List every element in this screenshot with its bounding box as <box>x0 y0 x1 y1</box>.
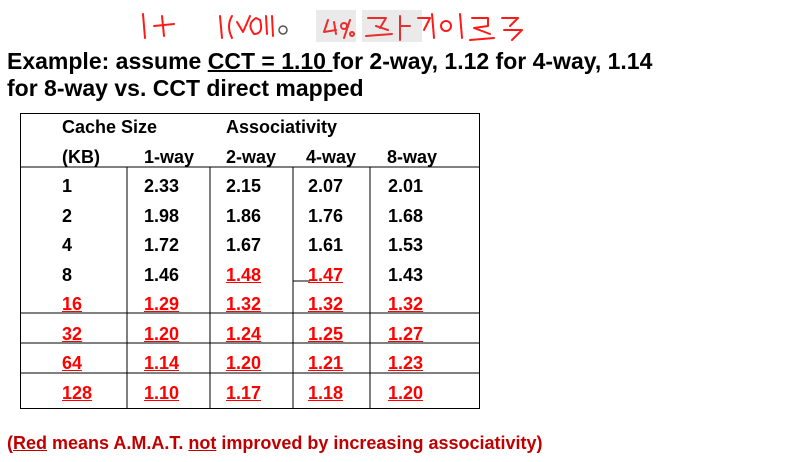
footnote-red-word: Red <box>13 433 48 453</box>
title-line2: for 8-way vs. CCT direct mapped <box>7 75 364 101</box>
amat-table <box>20 113 480 409</box>
table-cell-cache-size: 64 <box>62 353 83 373</box>
footnote-not-word: not <box>188 433 217 453</box>
table-cell-amat: 1.67 <box>226 235 262 255</box>
footnote: (Red means A.M.A.T. not improved by incr… <box>7 432 543 454</box>
table-cell-cache-size: 32 <box>62 323 83 344</box>
handwritten-annotation <box>142 10 523 42</box>
header-kb: (KB) <box>62 147 100 167</box>
header-cache-size: Cache Size <box>62 117 158 137</box>
table-cell-cache-size: 4 <box>62 235 73 255</box>
table-cell-amat: 1.24 <box>226 323 262 344</box>
table-cell-amat: 1.17 <box>226 382 262 403</box>
table-cell-amat: 1.48 <box>226 264 262 285</box>
table-cell-amat: 1.20 <box>388 382 424 403</box>
title-prefix: Example: assume <box>7 48 208 74</box>
footnote-end: improved by increasing associativity) <box>216 433 543 453</box>
table-cell-cache-size: 128 <box>62 382 93 403</box>
header-2-way: 2-way <box>226 147 277 167</box>
table-cell-amat: 1.27 <box>388 323 424 344</box>
header-4-way: 4-way <box>306 147 357 167</box>
table-cell-amat: 2.15 <box>226 176 262 196</box>
table-cell-amat: 1.20 <box>226 353 262 373</box>
table-cell-amat: 1.98 <box>144 205 180 226</box>
table-cell-cache-size: 16 <box>62 294 83 314</box>
table-cell-amat: 2.07 <box>308 176 344 196</box>
table-cell-amat: 1.86 <box>226 205 262 226</box>
title-suffix: for 2-way, 1.12 for 4-way, 1.14 <box>332 48 653 74</box>
table-cell-cache-size: 2 <box>62 205 73 226</box>
table-cell-amat: 1.18 <box>308 382 344 403</box>
header-1-way: 1-way <box>144 147 195 167</box>
table-cell-amat: 1.20 <box>144 323 180 344</box>
table-cell-amat: 1.21 <box>308 353 344 373</box>
table-cell-amat: 1.76 <box>308 205 344 226</box>
table-cell-amat: 2.33 <box>144 176 180 196</box>
table-cell-amat: 1.43 <box>388 264 424 285</box>
footnote-open: ( <box>7 433 13 453</box>
table-cell-amat: 1.32 <box>226 294 262 314</box>
table-cell-amat: 1.46 <box>144 264 180 285</box>
table-cell-cache-size: 8 <box>62 264 73 285</box>
table-cell-amat: 1.29 <box>144 294 180 314</box>
footnote-mid: means A.M.A.T. <box>47 433 189 453</box>
table-cell-amat: 1.61 <box>308 235 344 255</box>
slide-title: Example: assume CCT = 1.10 for 2-way, 1.… <box>7 48 787 102</box>
table-cell-amat: 1.14 <box>144 353 180 373</box>
header-8-way: 8-way <box>387 147 438 167</box>
table-cell-amat: 1.53 <box>388 235 424 255</box>
table-cell-amat: 1.47 <box>308 264 344 285</box>
header-associativity: Associativity <box>226 117 338 137</box>
table-cell-amat: 1.25 <box>308 323 344 344</box>
table-cell-amat: 1.68 <box>388 205 424 226</box>
table-cell-amat: 1.32 <box>308 294 344 314</box>
table-cell-amat: 1.32 <box>388 294 424 314</box>
table-cell-amat: 1.23 <box>388 353 424 373</box>
table-cell-cache-size: 1 <box>62 176 73 196</box>
table-cell-amat: 1.10 <box>144 382 180 403</box>
title-underlined: CCT = 1.10 <box>207 48 333 74</box>
table-cell-amat: 2.01 <box>388 176 424 196</box>
table-grid <box>20 166 480 409</box>
table-cell-amat: 1.72 <box>144 235 180 255</box>
